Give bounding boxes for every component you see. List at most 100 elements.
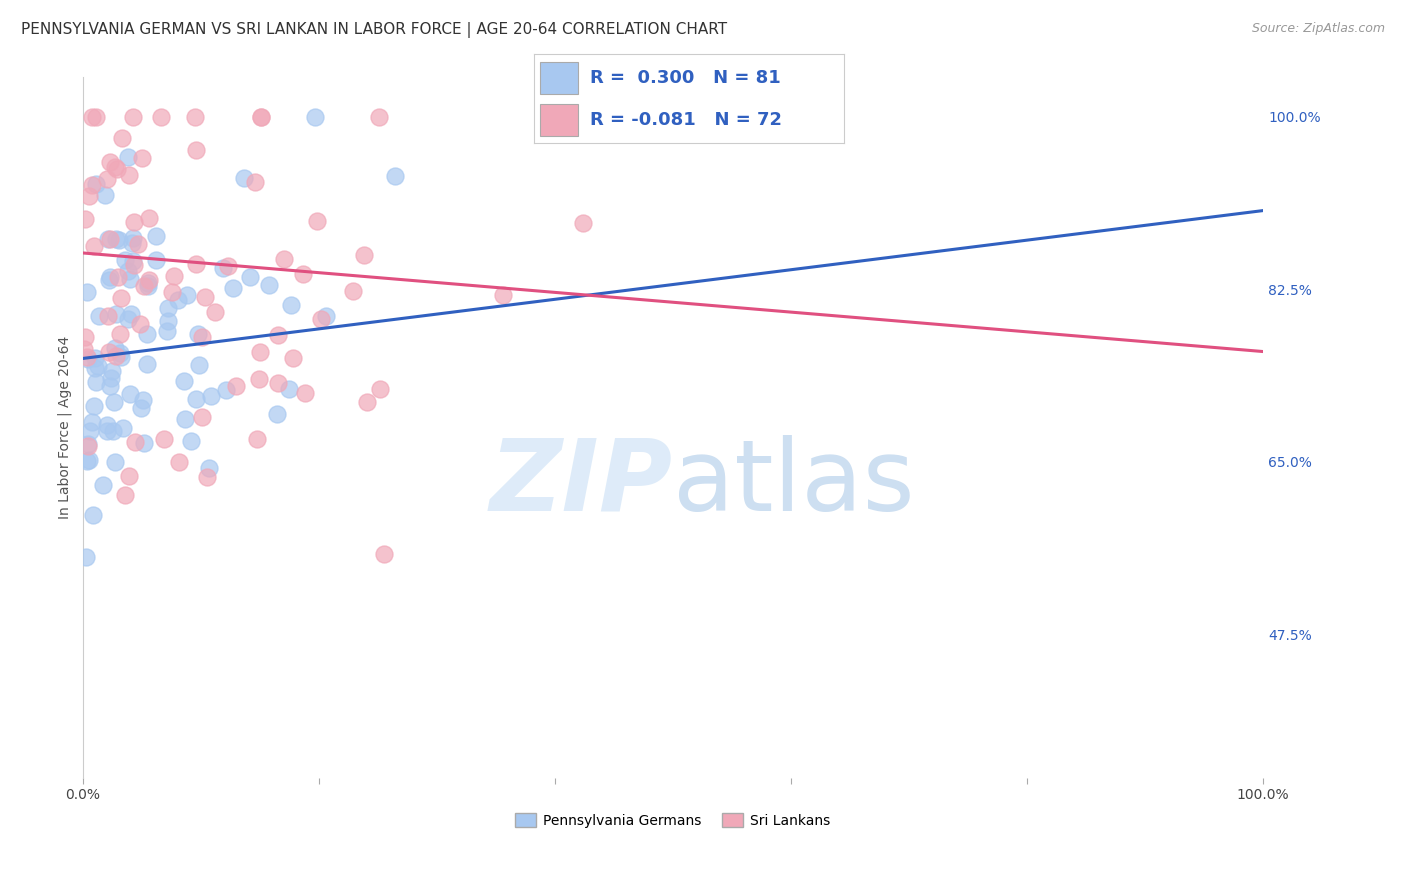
Point <box>373 547 395 561</box>
Point <box>616 110 638 124</box>
Point <box>138 273 160 287</box>
Point <box>136 357 159 371</box>
Point <box>184 257 207 271</box>
Point <box>134 436 156 450</box>
Point <box>112 421 135 435</box>
Text: ZIP: ZIP <box>491 435 673 532</box>
Point <box>118 468 141 483</box>
Point <box>118 169 141 183</box>
Text: PENNSYLVANIA GERMAN VS SRI LANKAN IN LABOR FORCE | AGE 20-64 CORRELATION CHART: PENNSYLVANIA GERMAN VS SRI LANKAN IN LAB… <box>21 22 727 38</box>
Point <box>266 376 288 390</box>
Point <box>304 110 326 124</box>
Point <box>174 412 197 426</box>
Point <box>121 110 143 124</box>
Point <box>127 237 149 252</box>
Point <box>98 154 121 169</box>
Point <box>83 360 105 375</box>
Point <box>492 288 515 302</box>
Point <box>104 349 127 363</box>
Point <box>157 301 180 316</box>
Point <box>104 160 127 174</box>
Point <box>118 387 141 401</box>
Point <box>246 432 269 446</box>
Point <box>180 434 202 448</box>
Point <box>187 358 209 372</box>
Point <box>107 233 129 247</box>
Point <box>75 549 97 564</box>
Point <box>80 178 103 193</box>
Point <box>191 410 214 425</box>
Point <box>156 314 179 328</box>
Point <box>191 330 214 344</box>
Y-axis label: In Labor Force | Age 20-64: In Labor Force | Age 20-64 <box>58 336 72 519</box>
Text: R = -0.081   N = 72: R = -0.081 N = 72 <box>591 112 782 129</box>
Point <box>291 268 314 282</box>
Point <box>111 131 134 145</box>
Point <box>212 261 235 276</box>
Point <box>84 351 107 365</box>
Point <box>294 385 316 400</box>
Point <box>356 394 378 409</box>
Point <box>186 144 208 158</box>
Point <box>75 330 97 344</box>
Point <box>103 425 125 439</box>
Point <box>163 268 186 283</box>
Point <box>247 371 270 385</box>
Point <box>107 270 129 285</box>
Point <box>186 392 208 406</box>
Point <box>73 342 96 356</box>
Point <box>84 375 107 389</box>
Point <box>117 150 139 164</box>
Point <box>77 352 100 367</box>
Point <box>121 235 143 250</box>
Point <box>98 379 121 393</box>
Point <box>249 345 271 359</box>
Point <box>169 455 191 469</box>
Point <box>79 424 101 438</box>
Point <box>250 110 273 124</box>
Point <box>149 110 172 124</box>
Point <box>225 379 247 393</box>
Point <box>572 216 595 230</box>
Point <box>129 401 152 416</box>
Text: R =  0.300   N = 81: R = 0.300 N = 81 <box>591 69 780 87</box>
Point <box>117 312 139 326</box>
Point <box>97 232 120 246</box>
Point <box>267 328 290 343</box>
Point <box>198 461 221 475</box>
Point <box>101 364 124 378</box>
Point <box>315 309 337 323</box>
Point <box>114 253 136 268</box>
Point <box>76 437 98 451</box>
Point <box>131 151 153 165</box>
Point <box>105 162 128 177</box>
Point <box>145 228 167 243</box>
Point <box>176 288 198 302</box>
Point <box>368 382 391 396</box>
Point <box>273 252 295 267</box>
Point <box>138 211 160 225</box>
Point <box>80 110 103 124</box>
Point <box>121 230 143 244</box>
FancyBboxPatch shape <box>540 104 578 136</box>
Point <box>221 281 243 295</box>
Point <box>100 370 122 384</box>
Point <box>384 169 406 184</box>
Text: atlas: atlas <box>673 435 915 532</box>
Legend: Pennsylvania Germans, Sri Lankans: Pennsylvania Germans, Sri Lankans <box>510 807 837 834</box>
Point <box>97 309 120 323</box>
Point <box>153 432 176 446</box>
Point <box>250 110 273 124</box>
Point <box>87 359 110 373</box>
Point <box>96 417 118 432</box>
Point <box>187 326 209 341</box>
Point <box>353 247 375 261</box>
Point <box>309 312 332 326</box>
Point <box>108 327 131 342</box>
Point <box>136 277 159 291</box>
Point <box>215 383 238 397</box>
Point <box>77 188 100 202</box>
Point <box>121 254 143 268</box>
Point <box>200 389 222 403</box>
Text: Source: ZipAtlas.com: Source: ZipAtlas.com <box>1251 22 1385 36</box>
